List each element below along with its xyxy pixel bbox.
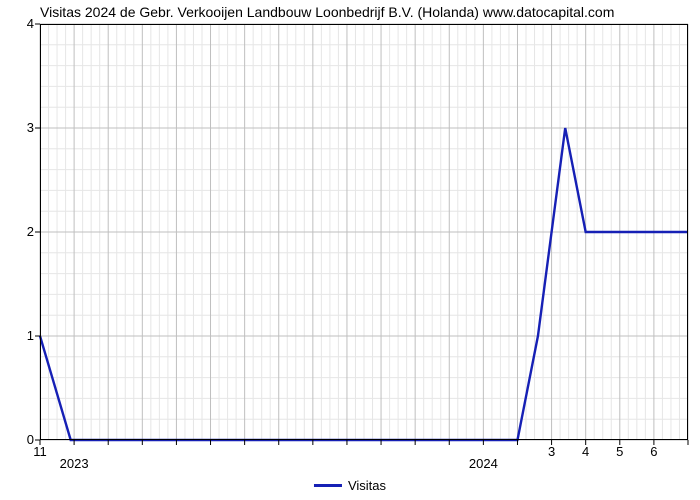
legend-swatch — [314, 484, 342, 487]
chart-title: Visitas 2024 de Gebr. Verkooijen Landbou… — [40, 4, 614, 20]
legend-label: Visitas — [348, 478, 386, 493]
chart-plot-area — [40, 24, 688, 440]
chart-container: Visitas 2024 de Gebr. Verkooijen Landbou… — [0, 0, 700, 500]
legend: Visitas — [314, 478, 386, 493]
